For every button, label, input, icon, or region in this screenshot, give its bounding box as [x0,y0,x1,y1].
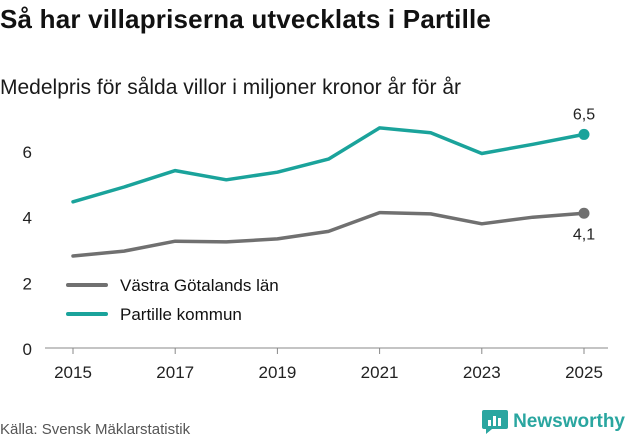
x-tick-label: 2023 [463,363,501,382]
series-end-point-vastra [578,207,590,219]
x-tick-label: 2015 [54,363,92,382]
source-note: Källa: Svensk Mäklarstatistik [0,421,191,438]
series-line-vastra [71,210,586,258]
line-chart: 0 2 4 6 2015 2017 2019 2021 2023 2025 4,1 6,5 Västra… [23,106,608,382]
y-tick-label: 2 [23,274,32,293]
y-tick-label: 0 [23,340,32,359]
legend-label-partille: Partille kommun [120,305,242,324]
newsworthy-logo: Newsworthy [481,408,625,436]
x-tick-label: 2017 [156,363,194,382]
series-line-partille [71,126,586,204]
chart-title: Så har villapriserna utvecklats i Partil… [0,4,492,34]
brand-name: Newsworthy [513,411,625,432]
y-tick-label: 4 [23,209,32,228]
legend-label-vastra: Västra Götalands län [120,276,279,295]
x-tick-label: 2021 [361,363,399,382]
data-label-vastra: 4,1 [573,226,595,243]
x-tick-label: 2025 [565,363,603,382]
x-tick-label: 2019 [258,363,296,382]
newsworthy-logo-icon [482,410,509,434]
chart-subtitle: Medelpris för sålda villor i miljoner kr… [0,76,461,99]
data-label-partille: 6,5 [573,106,595,123]
y-tick-label: 6 [23,143,32,162]
series-end-point-partille [578,128,590,140]
